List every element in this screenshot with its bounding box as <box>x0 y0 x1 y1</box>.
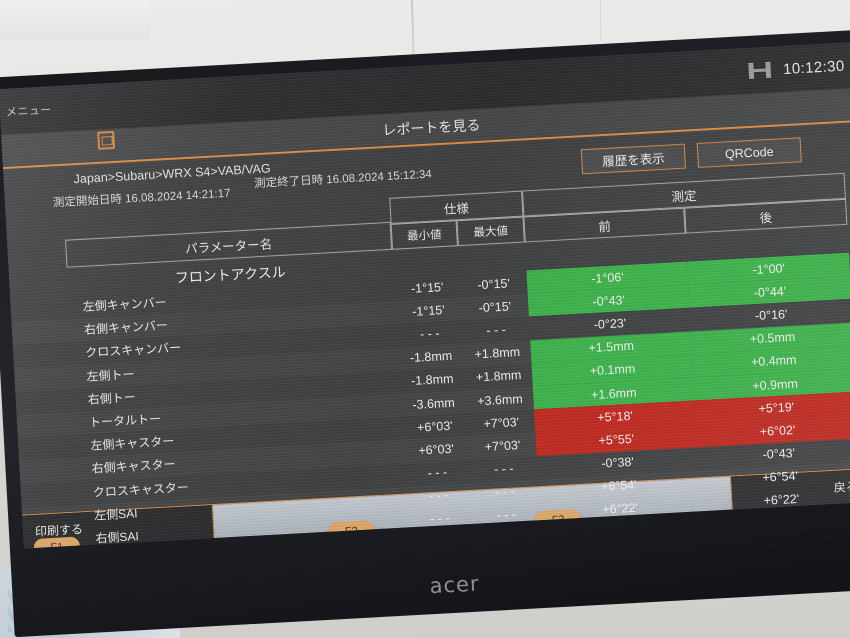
breadcrumb: Japan>Subaru>WRX S4>VAB/VAG <box>73 161 272 187</box>
end-datetime: 測定終了日時 16.08.2024 15:12:34 <box>254 166 432 192</box>
menu-label[interactable]: メニュー <box>5 104 53 119</box>
alignment-report-app: メニュー 10:12:30 レポートを見る 履歴を表示 QRCode J <box>0 41 850 549</box>
ceiling-seam-secondary <box>600 0 601 40</box>
axle-icon <box>748 61 772 79</box>
monitor-screen: メニュー 10:12:30 レポートを見る 履歴を表示 QRCode J <box>0 41 850 549</box>
header-spec-max: 最大値 <box>456 216 525 247</box>
status-bar: メニュー 10:12:30 <box>0 41 850 136</box>
alignment-table: パラメーター名 仕様 最小値 最大値 測定 前 後 フロントアクスル 左側キャン… <box>6 172 850 549</box>
start-datetime-value: 16.08.2024 14:21:17 <box>124 187 231 206</box>
ceiling-panel <box>0 0 150 40</box>
page-title: レポートを見る <box>382 116 481 139</box>
header-spec-min: 最小値 <box>390 220 458 250</box>
table-rows: 左側キャンバー -1°15' -0°15' -1°06' -1°00' 右側キャンバー -1… <box>10 252 850 549</box>
monitor-brand-logo: acer <box>428 571 481 599</box>
start-datetime-label: 測定開始日時 <box>52 193 123 210</box>
monitor: メニュー 10:12:30 レポートを見る 履歴を表示 QRCode J <box>0 29 850 638</box>
end-datetime-label: 測定終了日時 <box>253 174 324 191</box>
report-icon <box>97 130 116 150</box>
clock: 10:12:30 <box>782 57 846 78</box>
end-datetime-value: 16.08.2024 15:12:34 <box>326 168 433 187</box>
start-datetime: 測定開始日時 16.08.2024 14:21:17 <box>53 185 231 211</box>
